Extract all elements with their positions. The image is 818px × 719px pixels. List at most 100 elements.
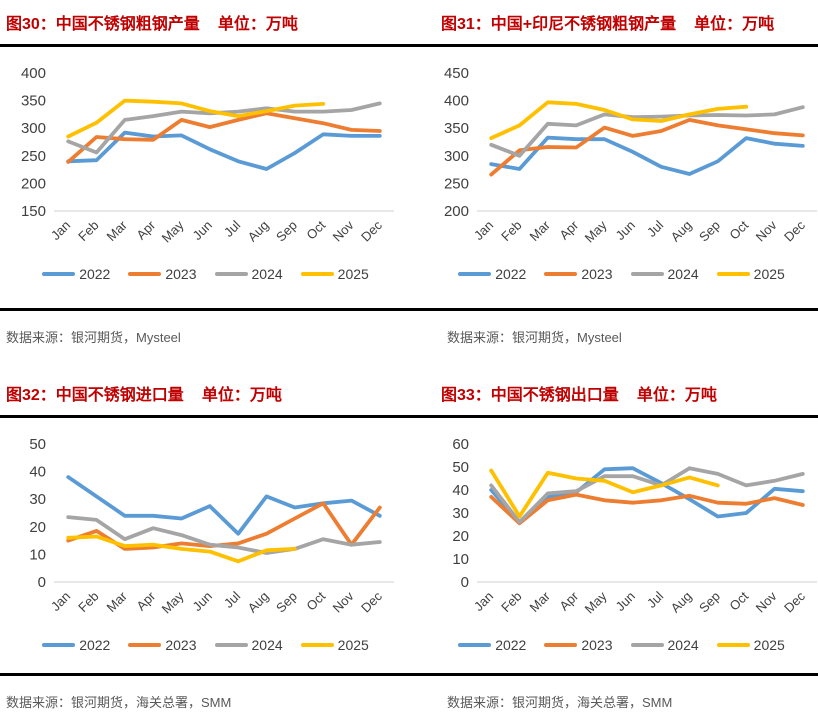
- x-tick-label: Apr: [556, 217, 581, 242]
- x-tick-label: Jan: [471, 589, 496, 614]
- x-tick-label: May: [582, 217, 610, 245]
- x-tick-label: Jun: [190, 218, 215, 243]
- y-tick-label: 40: [452, 482, 469, 499]
- x-tick-label: Apr: [556, 588, 581, 613]
- x-tick-label: Dec: [781, 588, 808, 615]
- title-row-2: 图32：中国不锈钢进口量 单位：万吨 图33：中国不锈钢出口量 单位：万吨: [0, 349, 818, 405]
- y-tick-label: 40: [29, 464, 46, 481]
- fig33-line-chart: 0 10 20 30 40 50 60 Jan Feb Mar Apr May Jun Jul Aug Sep…: [452, 436, 817, 616]
- x-tick-label: Jun: [613, 218, 638, 243]
- series-2022-line: [66, 475, 382, 536]
- series-2024-line: [489, 466, 805, 525]
- x-tick-label: Oct: [303, 588, 328, 613]
- divider-under-titles-2: [0, 415, 818, 418]
- x-tick-label: Feb: [498, 589, 524, 615]
- legend-item-2025: 2025: [300, 266, 369, 282]
- legend-swatch-2022-icon: [42, 643, 76, 647]
- legend-item-2022: 2022: [42, 266, 110, 282]
- legend-item-2024: 2024: [630, 266, 699, 282]
- x-tick-label: Jan: [48, 218, 73, 243]
- source-row-2: 数据来源：银河期货，海关总署，SMM 数据来源：银河期货，海关总署，SMM: [0, 676, 818, 714]
- y-tick-label: 30: [29, 491, 46, 508]
- fig33-legend: 2022 2023 2024 2025: [425, 635, 818, 655]
- x-tick-label: May: [159, 588, 187, 616]
- legend-item-2023: 2023: [544, 266, 613, 282]
- x-tick-label: Oct: [726, 588, 751, 613]
- x-tick-label: Oct: [726, 217, 751, 242]
- chart-row-1: 150 200 250 300 350 400 Jan Feb Mar Apr May Jun Jul A…: [0, 47, 818, 284]
- legend-item-2025: 2025: [716, 266, 785, 282]
- fig32-title-text: 图32：中国不锈钢进口量: [6, 387, 184, 404]
- legend-label-2025: 2025: [753, 637, 785, 653]
- divider-under-titles-1: [0, 44, 818, 47]
- legend-swatch-2023-icon: [544, 272, 578, 276]
- fig32-title: 图32：中国不锈钢进口量 单位：万吨: [0, 349, 409, 405]
- y-tick-label: 60: [452, 436, 469, 453]
- x-tick-label: Feb: [75, 218, 101, 244]
- x-tick-label: Jan: [471, 218, 496, 243]
- series-2023-line: [489, 118, 805, 177]
- y-tick-label: 200: [21, 175, 46, 192]
- series-2023-line: [66, 111, 382, 164]
- series-2022-line: [489, 135, 805, 176]
- legend-swatch-2024-icon: [630, 643, 664, 647]
- fig32-chart-panel: 0 10 20 30 40 50 Jan Feb Mar Apr May Jun Jul Aug Sep Oc…: [0, 418, 409, 655]
- fig32-line-chart: 0 10 20 30 40 50 Jan Feb Mar Apr May Jun Jul Aug Sep Oc…: [29, 436, 394, 616]
- y-tick-label: 250: [21, 148, 46, 165]
- legend-item-2022: 2022: [42, 637, 110, 653]
- x-tick-label: Nov: [330, 588, 357, 615]
- y-tick-label: 0: [38, 574, 46, 591]
- y-tick-label: 400: [21, 65, 46, 82]
- x-tick-label: Sep: [273, 218, 300, 245]
- legend-swatch-2023-icon: [128, 272, 162, 276]
- legend-item-2022: 2022: [458, 266, 526, 282]
- y-tick-label: 300: [21, 120, 46, 137]
- x-tick-label: Aug: [668, 589, 695, 616]
- legend-label-2024: 2024: [251, 637, 283, 653]
- fig30-title: 图30：中国不锈钢粗钢产量 单位：万吨: [0, 0, 409, 34]
- legend-swatch-2022-icon: [42, 272, 76, 276]
- fig33-chart-panel: 0 10 20 30 40 50 60 Jan Feb Mar Apr May Jun Jul Aug Sep…: [409, 418, 818, 655]
- legend-label-2023: 2023: [581, 266, 613, 282]
- x-tick-label: Mar: [527, 217, 554, 244]
- fig30-line-chart: 150 200 250 300 350 400 Jan Feb Mar Apr May Jun Jul A…: [21, 65, 394, 245]
- y-tick-label: 400: [444, 93, 469, 110]
- fig33-source: 数据来源：银河期货，海关总署，SMM: [447, 695, 673, 710]
- x-tick-label: Mar: [104, 588, 131, 615]
- legend-label-2022: 2022: [495, 637, 527, 653]
- fig32-unit-label: 单位：万吨: [201, 387, 282, 404]
- legend-swatch-2022-icon: [458, 643, 492, 647]
- y-tick-label: 350: [21, 93, 46, 110]
- fig33-title-text: 图33：中国不锈钢出口量: [441, 387, 619, 404]
- x-tick-label: Jul: [221, 588, 243, 610]
- x-tick-label: Sep: [696, 589, 723, 616]
- y-tick-label: 200: [444, 203, 469, 220]
- legend-swatch-2025-icon: [300, 272, 334, 276]
- legend-item-2023: 2023: [544, 637, 613, 653]
- x-tick-label: Dec: [358, 588, 385, 615]
- series-2024-line: [489, 105, 805, 158]
- legend-label-2023: 2023: [165, 266, 197, 282]
- legend-label-2023: 2023: [581, 637, 613, 653]
- fig31-line-chart: 200 250 300 350 400 450 Jan Feb Mar Apr May Jun Jul A…: [444, 65, 817, 245]
- legend-label-2025: 2025: [753, 266, 785, 282]
- series-2025-line: [66, 534, 297, 564]
- x-tick-label: Jun: [613, 589, 638, 614]
- legend-swatch-2022-icon: [458, 272, 492, 276]
- x-tick-label: Aug: [245, 589, 272, 616]
- legend-swatch-2024-icon: [214, 643, 248, 647]
- x-tick-label: Feb: [75, 589, 101, 615]
- series-2024-line: [66, 101, 382, 155]
- fig33-title: 图33：中国不锈钢出口量 单位：万吨: [409, 349, 818, 405]
- fig31-legend: 2022 2023 2024 2025: [425, 264, 818, 284]
- chart-row-2: 0 10 20 30 40 50 Jan Feb Mar Apr May Jun Jul Aug Sep Oc…: [0, 418, 818, 655]
- legend-swatch-2025-icon: [716, 643, 750, 647]
- x-tick-label: Oct: [303, 217, 328, 242]
- fig30-title-text: 图30：中国不锈钢粗钢产量: [6, 16, 200, 33]
- legend-swatch-2024-icon: [630, 272, 664, 276]
- legend-swatch-2023-icon: [128, 643, 162, 647]
- legend-label-2022: 2022: [79, 637, 111, 653]
- legend-item-2024: 2024: [214, 637, 283, 653]
- x-tick-label: Jul: [644, 588, 666, 610]
